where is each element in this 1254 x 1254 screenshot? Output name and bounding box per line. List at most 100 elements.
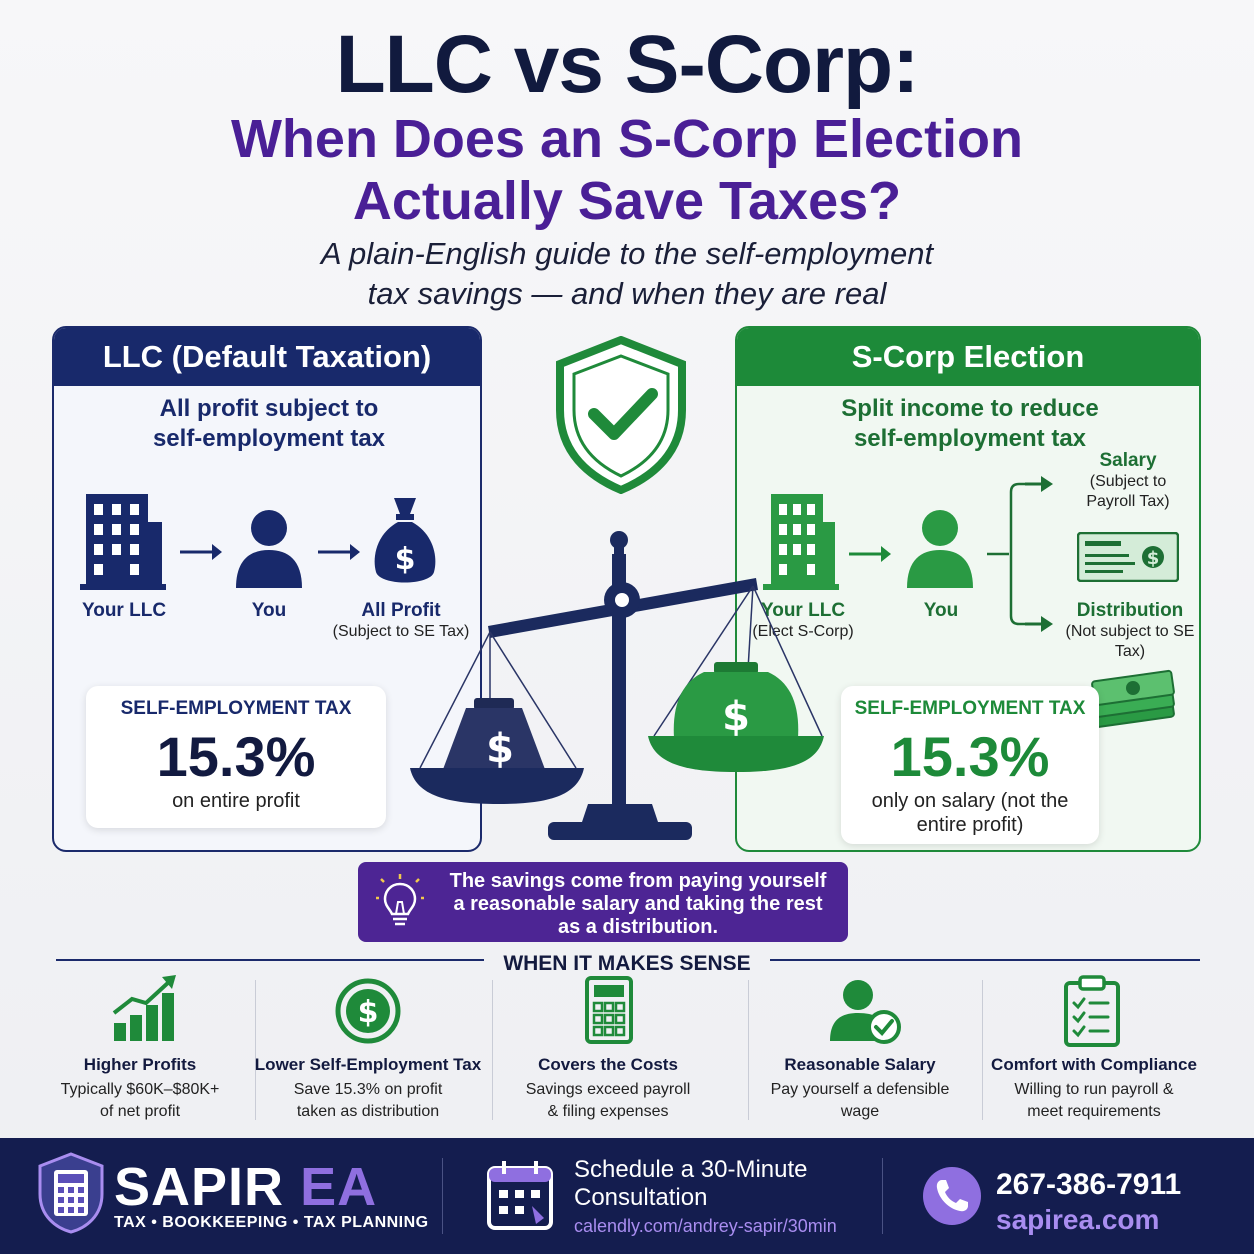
scorp-entity-sub: (Elect S-Corp) (752, 623, 854, 640)
arrow-right-icon (849, 546, 891, 562)
split-bracket-icon (987, 476, 1053, 632)
section-divider (770, 959, 1200, 961)
item-separator (748, 980, 749, 1120)
page-subtitle-line1: When Does an S-Corp Election (230, 109, 1024, 169)
footer-divider (442, 1158, 443, 1234)
scorp-entity-label: Your LLC (Elect S-Corp) (737, 600, 873, 642)
section-divider (56, 959, 484, 961)
llc-owner-label: You (251, 600, 287, 621)
llc-entity-label: Your LLC (81, 600, 167, 621)
criteria-desc: Save 15.3% on profit taken as distributi… (254, 1079, 482, 1123)
llc-panel: LLC (Default Taxation) All profit subjec… (52, 326, 482, 852)
criteria-desc-line1: Savings exceed payroll (525, 1081, 691, 1098)
criteria-title: Covers the Costs (538, 1055, 678, 1074)
scorp-panel: S-Corp Election Split income to reduce s… (735, 326, 1201, 852)
footer-divider (882, 1158, 883, 1234)
money-bag-icon: $ (374, 498, 436, 583)
dollar-coin-icon: $ (335, 978, 401, 1044)
savings-callout: The savings come from paying yourself a … (358, 862, 848, 942)
llc-se-tax-value: 15.3% (156, 725, 316, 788)
criteria-desc-line1: Typically $60K–$80K+ (60, 1081, 220, 1098)
llc-profit-label: All Profit (Subject to SE Tax) (316, 600, 480, 642)
callout-line1: The savings come from paying yourself (449, 870, 827, 892)
building-icon (763, 494, 839, 590)
criteria-desc: Pay yourself a defensible wage (746, 1079, 974, 1123)
cash-stack-icon (1091, 669, 1175, 728)
scorp-se-tax-card: SELF-EMPLOYMENT TAX 15.3% only on salary… (841, 686, 1099, 844)
criteria-desc-line2: of net profit (99, 1103, 181, 1120)
scorp-desc-line2: self-employment tax (853, 425, 1087, 452)
website-link[interactable]: sapirea.com (996, 1204, 1160, 1235)
llc-profit-label-text: All Profit (361, 600, 441, 621)
calendar-icon (487, 1161, 553, 1230)
item-separator (255, 980, 256, 1120)
checklist-icon (1064, 975, 1120, 1047)
salary-sub: (Subject to Payroll Tax) (1086, 473, 1170, 510)
criteria-desc-line2: meet requirements (1027, 1103, 1161, 1120)
scorp-se-tax-value: 15.3% (890, 725, 1050, 788)
callout-text: The savings come from paying yourself a … (438, 870, 838, 939)
svg-text:$: $ (486, 726, 514, 772)
criteria-title: Lower Self-Employment Tax (254, 1055, 482, 1074)
criteria-desc-line2: & filing expenses (547, 1103, 669, 1120)
scorp-panel-heading: S-Corp Election (737, 328, 1199, 386)
calculator-icon (585, 976, 633, 1044)
llc-panel-heading: LLC (Default Taxation) (54, 328, 480, 386)
criteria-title: Comfort with Compliance (991, 1055, 1197, 1074)
when-section-title: WHEN IT MAKES SENSE (503, 952, 751, 975)
distribution-label: Distribution (Not subject to SE Tax) (1063, 600, 1197, 662)
arrow-right-icon (180, 544, 222, 560)
llc-se-tax-note: on entire profit (172, 790, 300, 812)
salary-label-text: Salary (1099, 450, 1157, 471)
llc-profit-sub: (Subject to SE Tax) (332, 623, 470, 640)
building-icon (80, 494, 166, 590)
payroll-check-icon: $ (1077, 532, 1179, 582)
person-icon (907, 510, 973, 588)
person-check-icon (830, 980, 901, 1044)
svg-text:$: $ (1147, 548, 1160, 569)
schedule-line2: Consultation (574, 1184, 708, 1211)
scorp-se-tax-note: only on salary (not the entire profit) (871, 790, 1069, 836)
arrow-right-icon (318, 544, 360, 560)
distribution-label-text: Distribution (1076, 600, 1184, 621)
llc-desc-line2: self-employment tax (152, 425, 386, 452)
brand-shield-calculator-icon (38, 1152, 104, 1234)
calendly-link[interactable]: calendly.com/andrey-sapir/30min (574, 1216, 837, 1236)
brand-tagline: TAX • BOOKKEEPING • TAX PLANNING (114, 1214, 429, 1231)
llc-se-tax-title: SELF-EMPLOYMENT TAX (120, 698, 352, 719)
svg-text:$: $ (722, 694, 750, 740)
schedule-consultation-link[interactable]: Schedule a 30-Minute Consultation (574, 1156, 807, 1212)
criteria-desc-line2: wage (840, 1103, 880, 1120)
person-icon (236, 510, 302, 588)
scorp-panel-description: Split income to reduce self-employment t… (737, 394, 1199, 454)
callout-line3: as a distribution. (557, 916, 719, 938)
tagline-line2: tax savings — and when they are real (367, 276, 887, 311)
lightbulb-icon (376, 874, 424, 926)
criteria-desc: Typically $60K–$80K+ of net profit (26, 1079, 254, 1123)
distribution-sub: (Not subject to SE Tax) (1065, 623, 1195, 660)
item-separator (982, 980, 983, 1120)
llc-panel-description: All profit subject to self-employment ta… (54, 394, 480, 454)
scorp-se-tax-title: SELF-EMPLOYMENT TAX (854, 698, 1086, 719)
balance-scale-icon: $ $ (410, 531, 824, 840)
criteria-desc: Willing to run payroll & meet requiremen… (980, 1079, 1208, 1123)
shield-check-icon (556, 336, 686, 494)
svg-text:$: $ (395, 542, 416, 577)
criteria-desc-line1: Willing to run payroll & (1014, 1081, 1174, 1098)
phone-icon (923, 1167, 981, 1225)
scorp-entity-label-text: Your LLC (760, 600, 846, 621)
criteria-desc-line1: Save 15.3% on profit (293, 1081, 443, 1098)
brand-accent: EA (300, 1157, 378, 1217)
criteria-title: Higher Profits (83, 1055, 197, 1074)
bar-chart-growth-icon (112, 975, 176, 1041)
page-title: LLC vs S-Corp: (335, 19, 920, 110)
phone-number-link[interactable]: 267-386-7911 (996, 1168, 1182, 1201)
scorp-desc-line1: Split income to reduce (841, 395, 1099, 422)
criteria-desc-line2: taken as distribution (296, 1103, 440, 1120)
llc-desc-line1: All profit subject to (159, 395, 379, 422)
brand-name: SAPIR EA (114, 1156, 377, 1218)
page-subtitle-line2: Actually Save Taxes? (352, 171, 902, 231)
schedule-line1: Schedule a 30-Minute (574, 1156, 808, 1183)
scorp-owner-label: You (923, 600, 959, 621)
criteria-desc-line1: Pay yourself a defensible (770, 1081, 950, 1098)
